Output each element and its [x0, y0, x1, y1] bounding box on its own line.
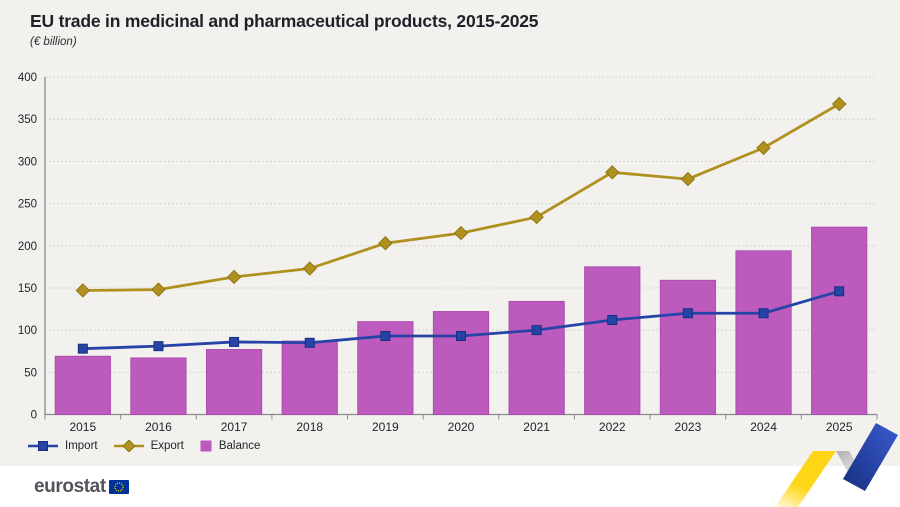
import-marker-2021	[531, 325, 542, 336]
export-marker-2023	[680, 171, 696, 187]
balance-bar-2016	[130, 357, 187, 415]
balance-bar-2024	[735, 250, 792, 415]
export-legend-icon	[113, 440, 144, 452]
balance-legend-icon	[200, 440, 212, 452]
import-marker-2023	[682, 308, 693, 319]
x-axis-label-2024: 2024	[750, 420, 777, 434]
export-marker-2025	[831, 96, 847, 112]
balance-bar-2022	[584, 266, 641, 415]
export-marker-2020	[453, 225, 469, 241]
balance-bar-2025	[811, 226, 868, 415]
import-marker-2017	[229, 336, 240, 347]
export-marker-2018	[302, 261, 317, 276]
import-legend-swatch	[28, 441, 58, 451]
balance-bar-2018	[281, 340, 338, 415]
y-axis-label-100: 100	[18, 325, 37, 337]
y-axis-label-200: 200	[18, 241, 37, 253]
y-axis-label-350: 350	[18, 114, 37, 126]
arrow-blue-band	[843, 423, 898, 491]
legend-item-import: Import	[28, 440, 98, 452]
import-marker-2022	[607, 315, 618, 325]
x-axis-label-2018: 2018	[296, 420, 323, 434]
export-marker-2019	[378, 236, 393, 251]
chart-title: EU trade in medicinal and pharmaceutical…	[30, 11, 539, 31]
x-axis-label-2015: 2015	[69, 420, 96, 434]
x-axis-label-2016: 2016	[145, 420, 172, 434]
x-axis-label-2021: 2021	[523, 420, 550, 434]
footer-strip: eurostat	[0, 466, 900, 507]
export-legend-label: Export	[150, 440, 184, 452]
arrow-yellow-band	[775, 451, 836, 507]
y-axis-label-400: 400	[18, 72, 37, 84]
y-axis-label-150: 150	[18, 283, 37, 295]
export-marker-2017	[226, 269, 242, 285]
x-axis-label-2020: 2020	[448, 420, 475, 434]
export-marker-2016	[151, 282, 166, 297]
x-axis-label-2019: 2019	[372, 420, 399, 434]
y-axis-label-250: 250	[18, 199, 37, 211]
import-legend-icon	[28, 440, 58, 452]
eu-flag-stars	[114, 482, 124, 492]
legend: Import Export Balance	[28, 440, 260, 452]
eurostat-logo: eurostat	[34, 476, 129, 498]
trade-combo-chart: 0 50 100 150 200 250 300 350 400 2015 2016 2017 2018…	[18, 72, 878, 434]
import-marker-2016	[153, 341, 164, 352]
export-marker-2021	[529, 209, 544, 225]
x-axis-label-2022: 2022	[599, 420, 626, 434]
export-marker-2022	[605, 165, 620, 180]
import-marker-2025	[834, 286, 845, 297]
import-marker-2015	[77, 343, 88, 354]
balance-bar-2017	[205, 349, 263, 415]
y-axis-label-300: 300	[18, 156, 37, 168]
y-axis-label-0: 0	[31, 410, 37, 422]
import-marker-2024	[758, 308, 769, 319]
export-marker-2024	[756, 140, 771, 156]
export-legend-swatch	[113, 440, 144, 452]
x-axis-label-2023: 2023	[675, 420, 702, 434]
balance-bar-2015	[54, 355, 111, 415]
legend-item-balance: Balance	[200, 440, 261, 452]
x-axis-label-2025: 2025	[826, 420, 853, 434]
eu-flag-field	[108, 480, 129, 494]
balance-legend-swatch	[200, 440, 212, 452]
balance-legend-label: Balance	[218, 440, 261, 452]
legend-item-export: Export	[113, 440, 184, 452]
growth-arrow-graphic	[775, 423, 898, 507]
import-legend-label: Import	[65, 440, 98, 452]
balance-bar-2020	[432, 311, 490, 415]
balance-bar-2023	[659, 279, 717, 415]
import-marker-2020	[456, 331, 466, 342]
balance-bar-2021	[508, 300, 565, 415]
eurostat-logo-text: eurostat	[34, 476, 106, 497]
chart-unit-subtitle: (€ billion)	[30, 36, 77, 48]
y-axis-label-50: 50	[24, 367, 37, 379]
export-marker-2015	[75, 283, 91, 298]
eu-flag-icon	[108, 480, 129, 494]
import-marker-2018	[304, 337, 315, 348]
import-marker-2019	[380, 331, 391, 342]
x-axis-label-2017: 2017	[221, 420, 248, 434]
export-line	[82, 102, 840, 292]
